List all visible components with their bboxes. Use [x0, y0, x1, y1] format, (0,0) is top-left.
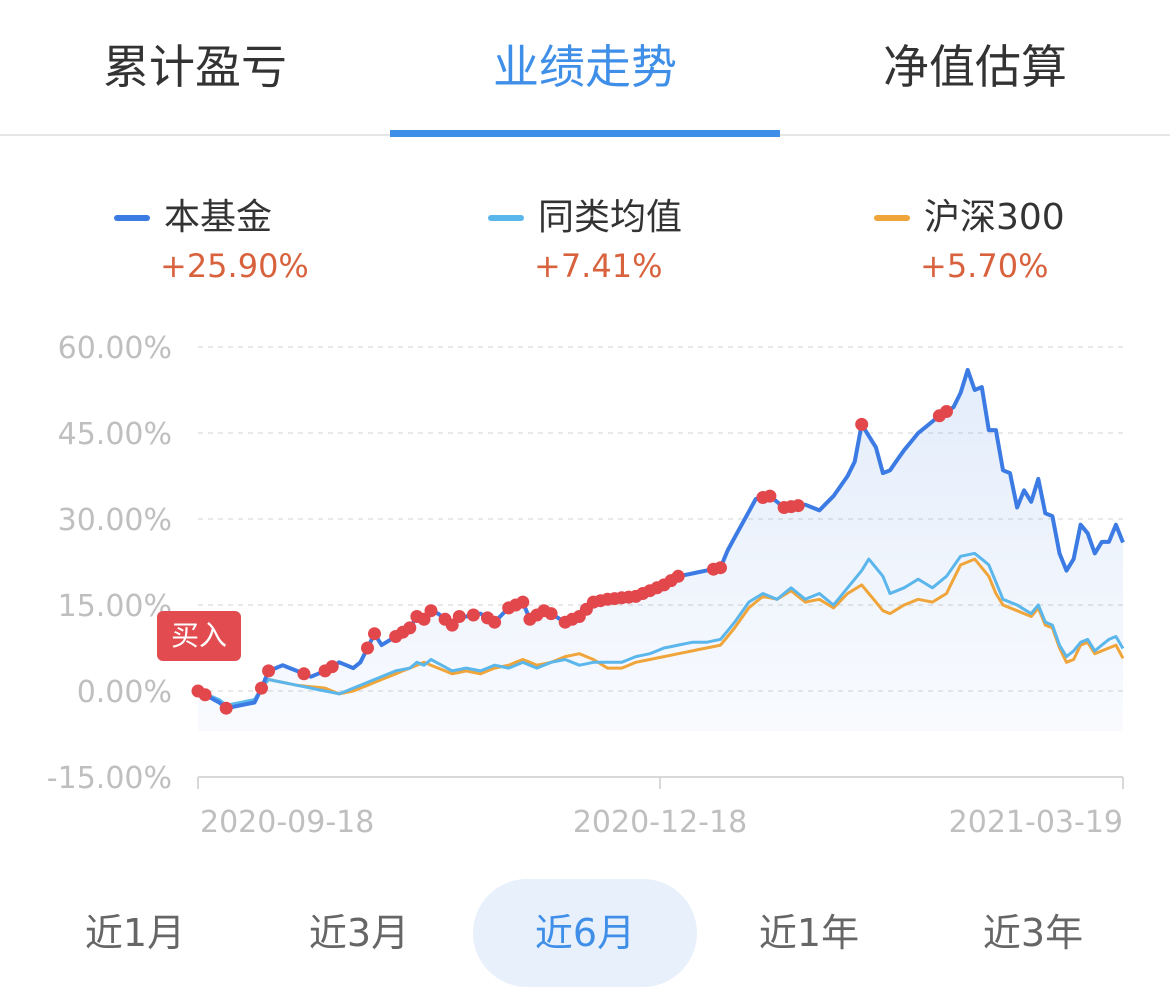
y-tick-label: 30.00%: [58, 503, 172, 538]
buy-marker: [368, 627, 381, 641]
legend-csi300-value: +5.70%: [920, 247, 1049, 285]
buy-marker: [417, 612, 431, 626]
csi300-line: [197, 557, 1125, 710]
buy-marker: [262, 664, 276, 678]
buy-marker: [361, 641, 374, 655]
range-1-month[interactable]: 近1月: [84, 911, 186, 955]
y-tick-label: 0.00%: [77, 675, 172, 710]
buy-marker: [791, 499, 805, 513]
buy-marker: [671, 569, 685, 583]
legend-csi300-name: 沪深300: [924, 197, 1065, 238]
legend-category-swatch: [488, 215, 524, 221]
legend-category-name: 同类均值: [538, 197, 683, 238]
buy-marker: [452, 610, 466, 623]
top-tab-bar: 累计盈亏 业绩走势 净值估算: [0, 0, 1170, 137]
fund-area-fill: [198, 369, 1123, 777]
range-3-years[interactable]: 近3年: [982, 911, 1084, 955]
legend-fund-swatch: [114, 215, 150, 221]
tab-performance-trend[interactable]: 业绩走势: [493, 40, 677, 94]
buy-marker: [325, 660, 339, 674]
range-6-months[interactable]: 近6月: [473, 879, 697, 987]
buy-marker: [714, 561, 727, 575]
buy-marker: [488, 615, 502, 629]
active-tab-indicator: [390, 130, 780, 137]
range-1-year[interactable]: 近1年: [758, 911, 860, 955]
buy-marker: [763, 489, 777, 503]
y-tick-label: 15.00%: [58, 589, 172, 624]
legend-category-value: +7.41%: [534, 247, 663, 285]
category-average-line: [197, 551, 1125, 707]
buy-marker: [466, 608, 480, 622]
buy-marker: [198, 688, 212, 702]
buy-marker: [424, 604, 438, 618]
legend-csi300-swatch: [874, 215, 910, 221]
buy-marker: [516, 595, 530, 609]
y-tick-label: -15.00%: [47, 761, 172, 796]
performance-chart[interactable]: 60.00% 45.00% 30.00% 15.00% 0.00% -15.00% 202…: [0, 320, 1170, 860]
legend-fund-name: 本基金: [164, 197, 273, 238]
buy-marker: [544, 607, 558, 621]
buy-marker: [403, 621, 417, 635]
x-tick-label: 2020-09-18: [200, 805, 374, 840]
x-tick-label: 2020-12-18: [573, 805, 747, 840]
y-tick-label: 45.00%: [58, 417, 172, 452]
tab-nav-estimate[interactable]: 净值估算: [883, 40, 1067, 94]
x-tick-label: 2021-03-19: [949, 805, 1123, 840]
buy-marker: [219, 701, 233, 715]
buy-marker: [255, 681, 268, 695]
buy-marker: [940, 405, 953, 418]
tab-cumulative-pnl[interactable]: 累计盈亏: [103, 40, 287, 94]
range-3-months[interactable]: 近3月: [308, 911, 410, 955]
buy-badge: 买入: [157, 611, 241, 661]
y-tick-label: 60.00%: [58, 331, 172, 366]
buy-marker: [855, 417, 869, 431]
buy-marker: [445, 618, 459, 632]
buy-marker: [297, 667, 311, 681]
legend-fund-value: +25.90%: [160, 247, 309, 285]
